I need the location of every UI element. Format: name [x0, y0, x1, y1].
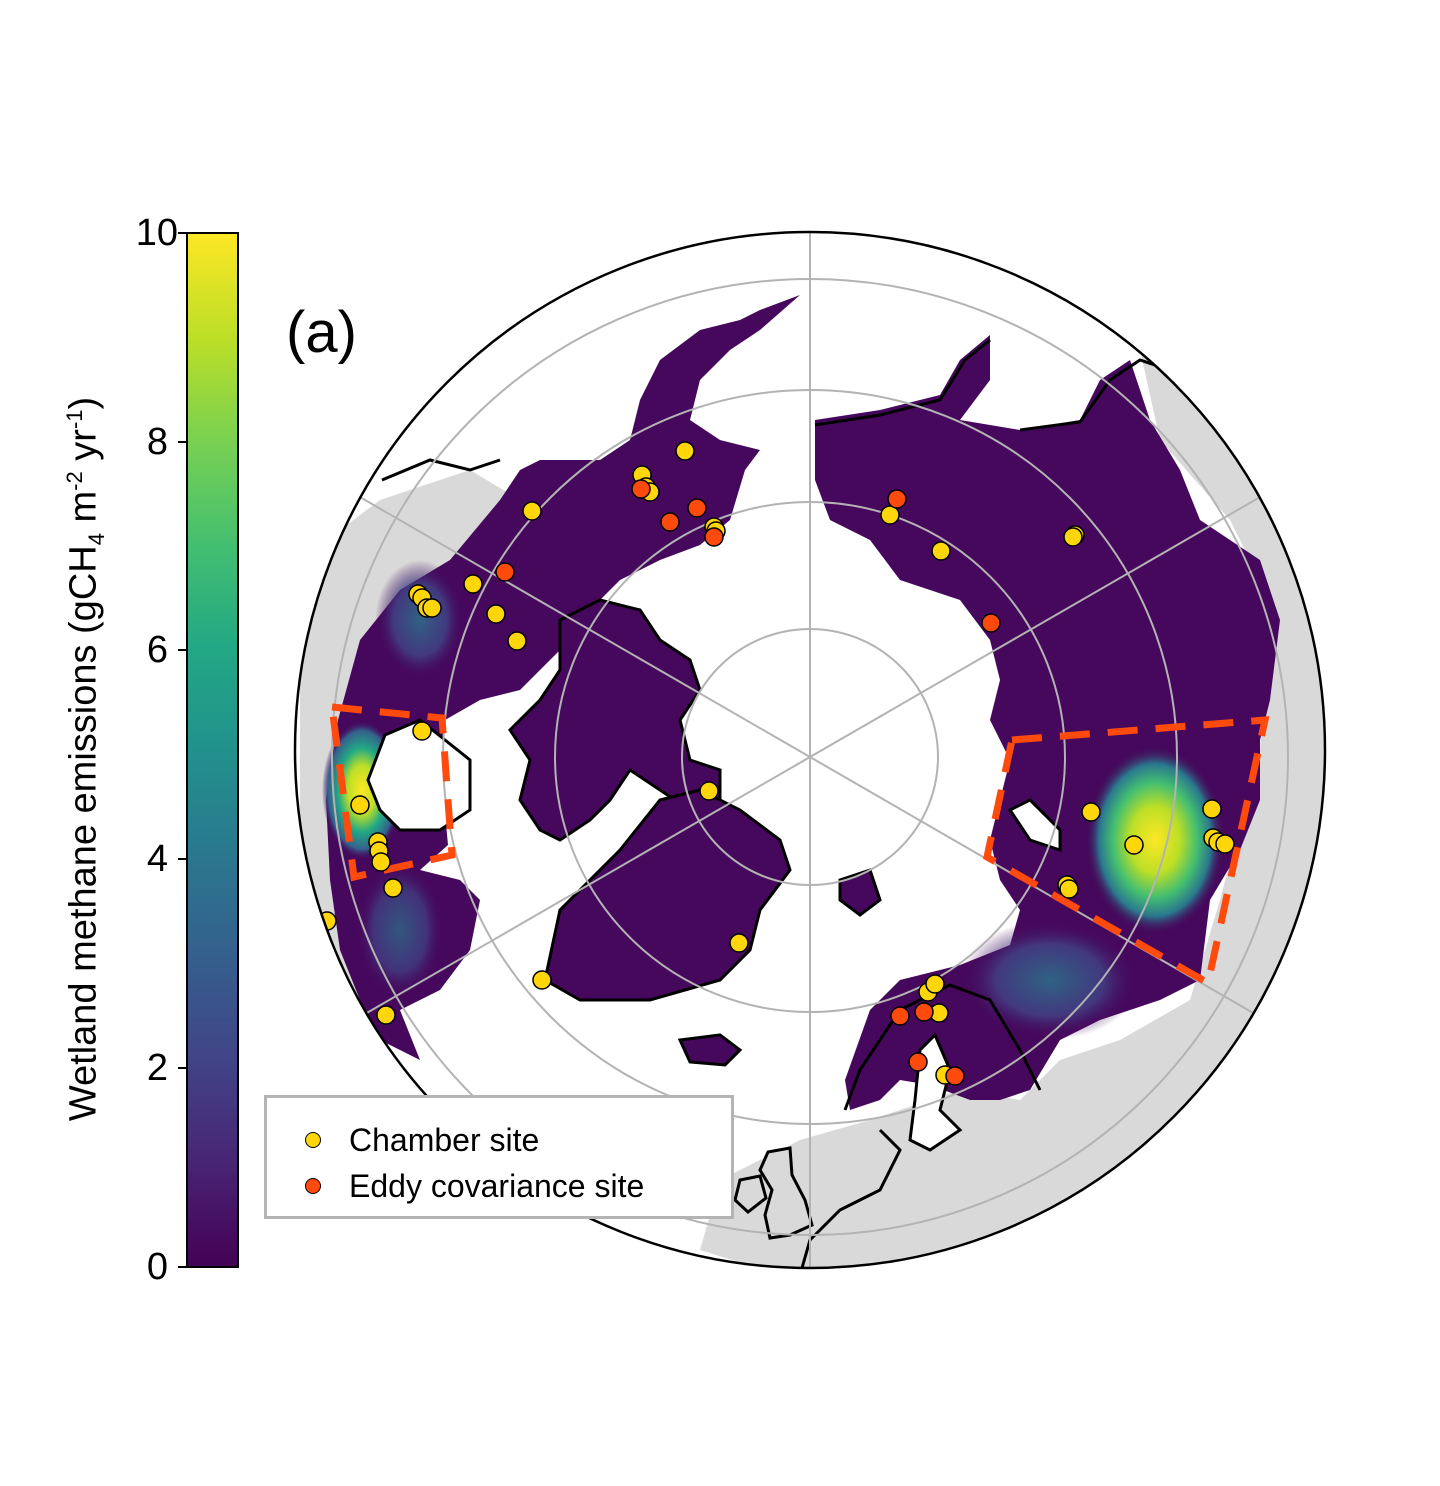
- land-no-data-north-america: [300, 470, 520, 1000]
- chamber-site-marker: [412, 721, 432, 741]
- eddy-site-marker: [687, 498, 707, 518]
- colorbar: [178, 232, 239, 1268]
- map-boundary: [293, 230, 1327, 1270]
- chamber-site-marker: [1063, 527, 1083, 547]
- eddy-site-marker: [495, 562, 515, 582]
- coastline-siberia: [814, 338, 1171, 432]
- coastline-europe: [798, 983, 1042, 1268]
- legend-item-chamber: Chamber site: [267, 1118, 539, 1162]
- eddy-site-marker: [887, 489, 907, 509]
- eddy-marker-icon: [305, 1178, 321, 1194]
- eddy-site-marker: [945, 1066, 965, 1086]
- band-canada-boreal: [375, 560, 465, 680]
- band-west-siberia-south: [960, 920, 1140, 1040]
- eddy-site-marker: [631, 479, 651, 499]
- land-no-data-eurasia: [700, 350, 1325, 1268]
- chamber-site-marker: [925, 974, 945, 994]
- ob-gulf: [1007, 798, 1062, 853]
- hudson-bay: [366, 718, 472, 832]
- eddy-site-marker: [660, 512, 680, 532]
- hotspot-west-siberia: [1085, 745, 1225, 935]
- colorbar-tick-2: 2: [146, 1047, 168, 1089]
- chamber-site-marker: [486, 604, 506, 624]
- coastline-alaska: [381, 458, 501, 482]
- chamber-site-marker: [931, 541, 951, 561]
- band-canada-east: [355, 860, 445, 1000]
- chamber-site-marker: [675, 441, 695, 461]
- chamber-site-marker: [422, 598, 442, 618]
- eddy-site-marker: [890, 1006, 910, 1026]
- chamber-site-marker: [1081, 802, 1101, 822]
- legend-label-eddy: Eddy covariance site: [349, 1168, 645, 1204]
- colorbar-tick-4: 4: [146, 838, 168, 880]
- colorbar-tick-8: 8: [146, 421, 168, 463]
- panel-label: (a): [286, 300, 357, 365]
- chamber-site-marker: [699, 781, 719, 801]
- chamber-site-marker: [532, 970, 552, 990]
- legend: Chamber site Eddy covariance site: [264, 1095, 734, 1219]
- eddy-site-marker: [981, 613, 1001, 633]
- legend-item-eddy: Eddy covariance site: [267, 1164, 644, 1208]
- site-markers: [317, 441, 1235, 1086]
- chamber-site-marker: [463, 574, 483, 594]
- eddy-site-marker: [704, 527, 724, 547]
- colorbar-tick-6: 6: [146, 629, 168, 671]
- land-ireland: [733, 1174, 768, 1214]
- focus-box-hudson-bay: [327, 703, 456, 882]
- wetland-north-america: [326, 295, 800, 1060]
- chamber-site-marker: [729, 933, 749, 953]
- wetland-iceland: [677, 1033, 743, 1067]
- chamber-site-marker: [371, 852, 391, 872]
- legend-label-chamber: Chamber site: [349, 1122, 540, 1158]
- chamber-site-marker: [1202, 799, 1222, 819]
- chamber-site-marker: [880, 505, 900, 525]
- chamber-marker-icon: [305, 1132, 321, 1148]
- chamber-site-marker: [507, 631, 527, 651]
- chamber-site-marker: [383, 878, 403, 898]
- focus-box-west-siberia: [983, 716, 1270, 989]
- eddy-site-marker: [908, 1052, 928, 1072]
- wetland-canadian-archipelago: [508, 598, 722, 842]
- colorbar-tick-10: 10: [135, 212, 178, 254]
- chamber-site-marker: [1215, 834, 1235, 854]
- chamber-site-marker: [1059, 879, 1079, 899]
- chamber-site-marker: [350, 795, 370, 815]
- wetland-greenland: [543, 788, 792, 1002]
- colorbar-tick-0: 0: [146, 1246, 168, 1288]
- eddy-site-marker: [914, 1002, 934, 1022]
- chamber-site-marker: [1124, 835, 1144, 855]
- chamber-site-marker: [376, 1005, 396, 1025]
- chamber-site-marker: [522, 501, 542, 521]
